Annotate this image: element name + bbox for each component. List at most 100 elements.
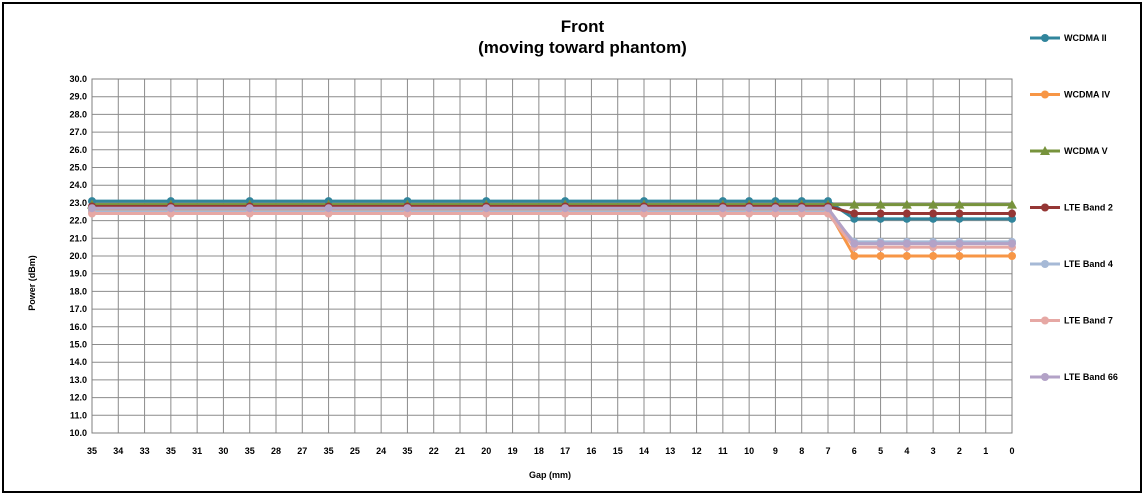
data-point — [850, 209, 859, 218]
series-line-5 — [92, 210, 1012, 244]
data-point — [849, 199, 860, 209]
data-point — [955, 209, 964, 218]
data-point — [797, 204, 806, 213]
y-tick-label: 12.0 — [69, 393, 87, 403]
data-point — [718, 204, 727, 213]
y-tick-label: 26.0 — [69, 145, 87, 155]
x-tick-label: 0 — [1009, 446, 1014, 456]
data-point — [902, 252, 911, 260]
x-tick-label: 3 — [931, 446, 936, 456]
x-tick-label: 31 — [192, 446, 202, 456]
y-tick-label: 21.0 — [69, 233, 87, 243]
legend-label: LTE Band 7 — [1064, 316, 1113, 326]
x-axis-label: Gap (mm) — [528, 470, 571, 480]
legend-marker — [1041, 316, 1049, 325]
y-tick-label: 13.0 — [69, 375, 87, 385]
y-tick-label: 10.0 — [69, 428, 87, 438]
x-tick-label: 6 — [852, 446, 857, 456]
data-point — [324, 204, 333, 213]
x-tick-label: 35 — [87, 446, 97, 456]
x-tick-label: 19 — [508, 446, 518, 456]
data-point — [166, 204, 175, 213]
chart-subtitle: (moving toward phantom) — [478, 38, 687, 57]
x-tick-label: 35 — [245, 446, 255, 456]
y-tick-label: 16.0 — [69, 322, 87, 332]
data-point — [929, 209, 938, 218]
legend-label: LTE Band 66 — [1064, 372, 1118, 382]
data-point — [640, 204, 648, 213]
data-point — [824, 204, 832, 213]
legend-marker — [1041, 34, 1049, 42]
data-point — [929, 252, 938, 260]
x-tick-label: 24 — [376, 446, 386, 456]
data-point — [875, 199, 886, 209]
data-point — [850, 239, 859, 248]
x-tick-label: 17 — [560, 446, 570, 456]
series-line-2 — [92, 208, 1012, 258]
data-point — [561, 204, 570, 213]
x-tick-label: 16 — [586, 446, 596, 456]
data-point — [771, 204, 780, 213]
y-tick-label: 29.0 — [69, 92, 87, 102]
y-tick-label: 24.0 — [69, 180, 87, 190]
x-tick-label: 7 — [825, 446, 830, 456]
x-tick-label: 28 — [271, 446, 281, 456]
x-tick-label: 30 — [218, 446, 228, 456]
data-point — [1008, 209, 1016, 218]
x-tick-label: 25 — [350, 446, 360, 456]
y-tick-label: 20.0 — [69, 251, 87, 261]
data-point — [928, 199, 939, 209]
data-point — [876, 239, 885, 248]
data-point — [245, 204, 254, 213]
data-point — [902, 239, 911, 248]
y-tick-label: 14.0 — [69, 357, 87, 367]
x-tick-label: 35 — [166, 446, 176, 456]
legend-label: WCDMA IV — [1064, 90, 1110, 100]
legend-marker — [1041, 260, 1049, 268]
x-tick-label: 4 — [904, 446, 909, 456]
legend-label: WCDMA V — [1064, 146, 1108, 156]
y-tick-label: 25.0 — [69, 163, 87, 173]
y-tick-label: 11.0 — [70, 410, 87, 420]
x-tick-label: 13 — [665, 446, 675, 456]
x-tick-label: 15 — [613, 446, 623, 456]
x-tick-label: 9 — [773, 446, 778, 456]
x-tick-label: 33 — [140, 446, 150, 456]
data-point — [876, 252, 885, 260]
x-tick-label: 8 — [799, 446, 804, 456]
legend-label: LTE Band 4 — [1064, 259, 1113, 269]
x-tick-label: 14 — [639, 446, 649, 456]
legend-marker — [1041, 90, 1049, 99]
chart-title-block: Front (moving toward phantom) — [0, 16, 1148, 58]
x-tick-label: 20 — [481, 446, 491, 456]
x-tick-label: 21 — [455, 446, 465, 456]
x-tick-label: 10 — [744, 446, 754, 456]
data-point — [901, 199, 912, 209]
legend-marker — [1041, 373, 1049, 381]
data-point — [955, 252, 964, 260]
x-tick-label: 18 — [534, 446, 544, 456]
y-tick-label: 23.0 — [69, 198, 87, 208]
x-tick-label: 5 — [878, 446, 883, 456]
data-point — [850, 252, 859, 260]
y-tick-label: 27.0 — [69, 127, 87, 137]
data-point — [1008, 252, 1016, 260]
data-point — [876, 209, 885, 218]
legend-label: LTE Band 2 — [1064, 203, 1113, 213]
data-point — [929, 239, 938, 248]
data-point — [403, 204, 412, 213]
data-point — [902, 209, 911, 218]
x-tick-label: 35 — [324, 446, 334, 456]
data-point — [1007, 199, 1017, 209]
y-tick-label: 18.0 — [69, 286, 87, 296]
y-tick-label: 15.0 — [69, 340, 87, 350]
x-tick-label: 34 — [113, 446, 123, 456]
x-tick-label: 11 — [718, 446, 728, 456]
data-point — [88, 204, 96, 213]
x-tick-label: 27 — [297, 446, 307, 456]
data-point — [745, 204, 754, 213]
x-tick-label: 12 — [692, 446, 702, 456]
x-tick-label: 22 — [429, 446, 439, 456]
data-point — [1008, 239, 1016, 248]
